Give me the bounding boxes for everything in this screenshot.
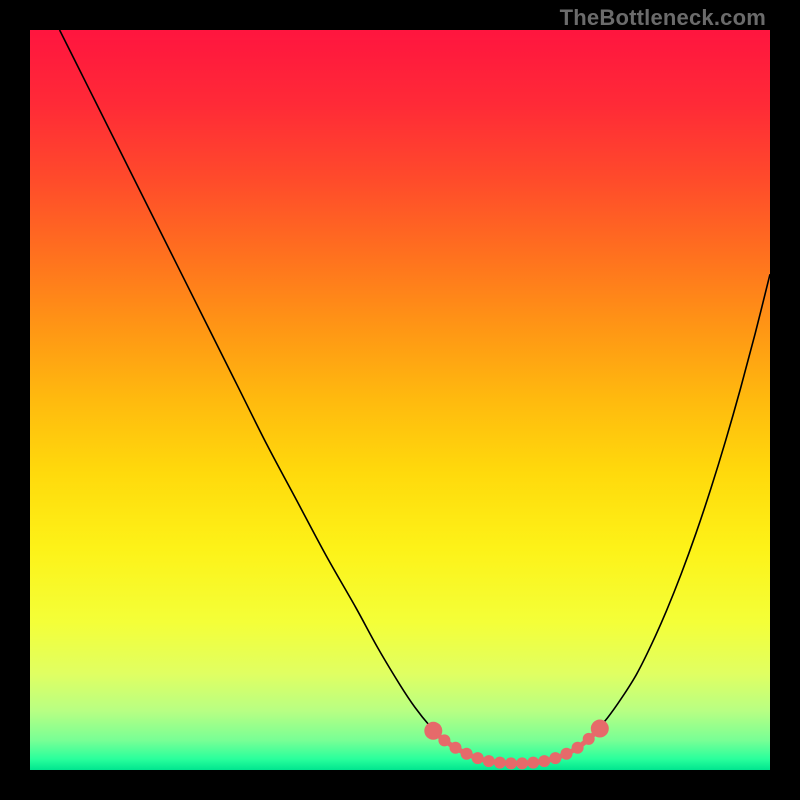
watermark-text: TheBottleneck.com <box>560 5 766 31</box>
background-gradient <box>30 30 770 770</box>
chart-frame: TheBottleneck.com <box>0 0 800 800</box>
plot-area <box>30 30 770 770</box>
